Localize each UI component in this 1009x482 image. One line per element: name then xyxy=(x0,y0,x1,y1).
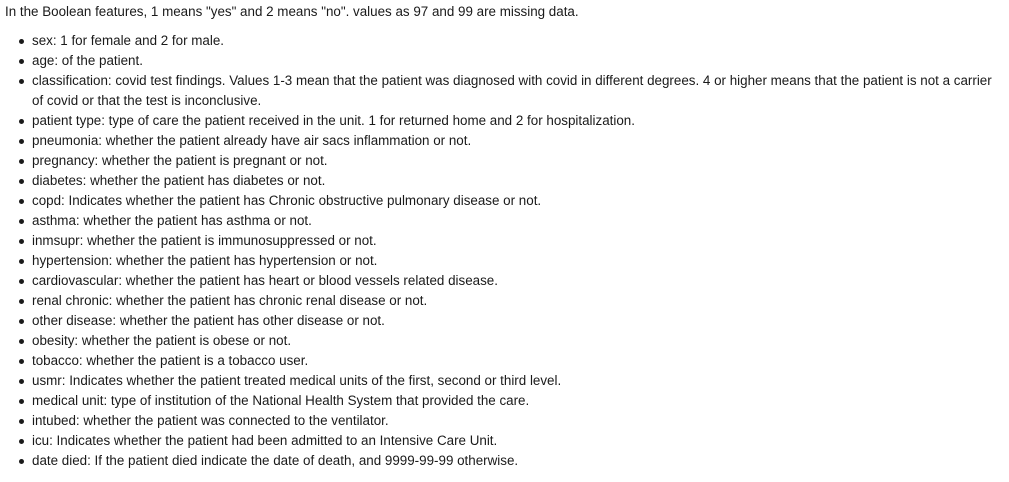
feature-item-copd: copd: Indicates whether the patient has … xyxy=(5,191,1003,211)
feature-item-classification: classification: covid test findings. Val… xyxy=(5,71,1003,111)
feature-item-medical-unit: medical unit: type of institution of the… xyxy=(5,391,1003,411)
feature-item-diabetes: diabetes: whether the patient has diabet… xyxy=(5,171,1003,191)
document-content: In the Boolean features, 1 means "yes" a… xyxy=(5,4,1003,471)
feature-item-cardiovascular: cardiovascular: whether the patient has … xyxy=(5,271,1003,291)
feature-item-hypertension: hypertension: whether the patient has hy… xyxy=(5,251,1003,271)
feature-item-intubed: intubed: whether the patient was connect… xyxy=(5,411,1003,431)
feature-item-tobacco: tobacco: whether the patient is a tobacc… xyxy=(5,351,1003,371)
feature-item-asthma: asthma: whether the patient has asthma o… xyxy=(5,211,1003,231)
feature-item-other-disease: other disease: whether the patient has o… xyxy=(5,311,1003,331)
feature-item-date-died: date died: If the patient died indicate … xyxy=(5,451,1003,471)
feature-item-inmsupr: inmsupr: whether the patient is immunosu… xyxy=(5,231,1003,251)
feature-item-sex: sex: 1 for female and 2 for male. xyxy=(5,31,1003,51)
feature-item-pneumonia: pneumonia: whether the patient already h… xyxy=(5,131,1003,151)
feature-item-icu: icu: Indicates whether the patient had b… xyxy=(5,431,1003,451)
intro-paragraph: In the Boolean features, 1 means "yes" a… xyxy=(5,4,579,19)
feature-item-patient-type: patient type: type of care the patient r… xyxy=(5,111,1003,131)
feature-item-obesity: obesity: whether the patient is obese or… xyxy=(5,331,1003,351)
feature-item-usmr: usmr: Indicates whether the patient trea… xyxy=(5,371,1003,391)
feature-item-renal-chronic: renal chronic: whether the patient has c… xyxy=(5,291,1003,311)
feature-item-age: age: of the patient. xyxy=(5,51,1003,71)
feature-item-pregnancy: pregnancy: whether the patient is pregna… xyxy=(5,151,1003,171)
feature-list: sex: 1 for female and 2 for male. age: o… xyxy=(5,31,1003,471)
